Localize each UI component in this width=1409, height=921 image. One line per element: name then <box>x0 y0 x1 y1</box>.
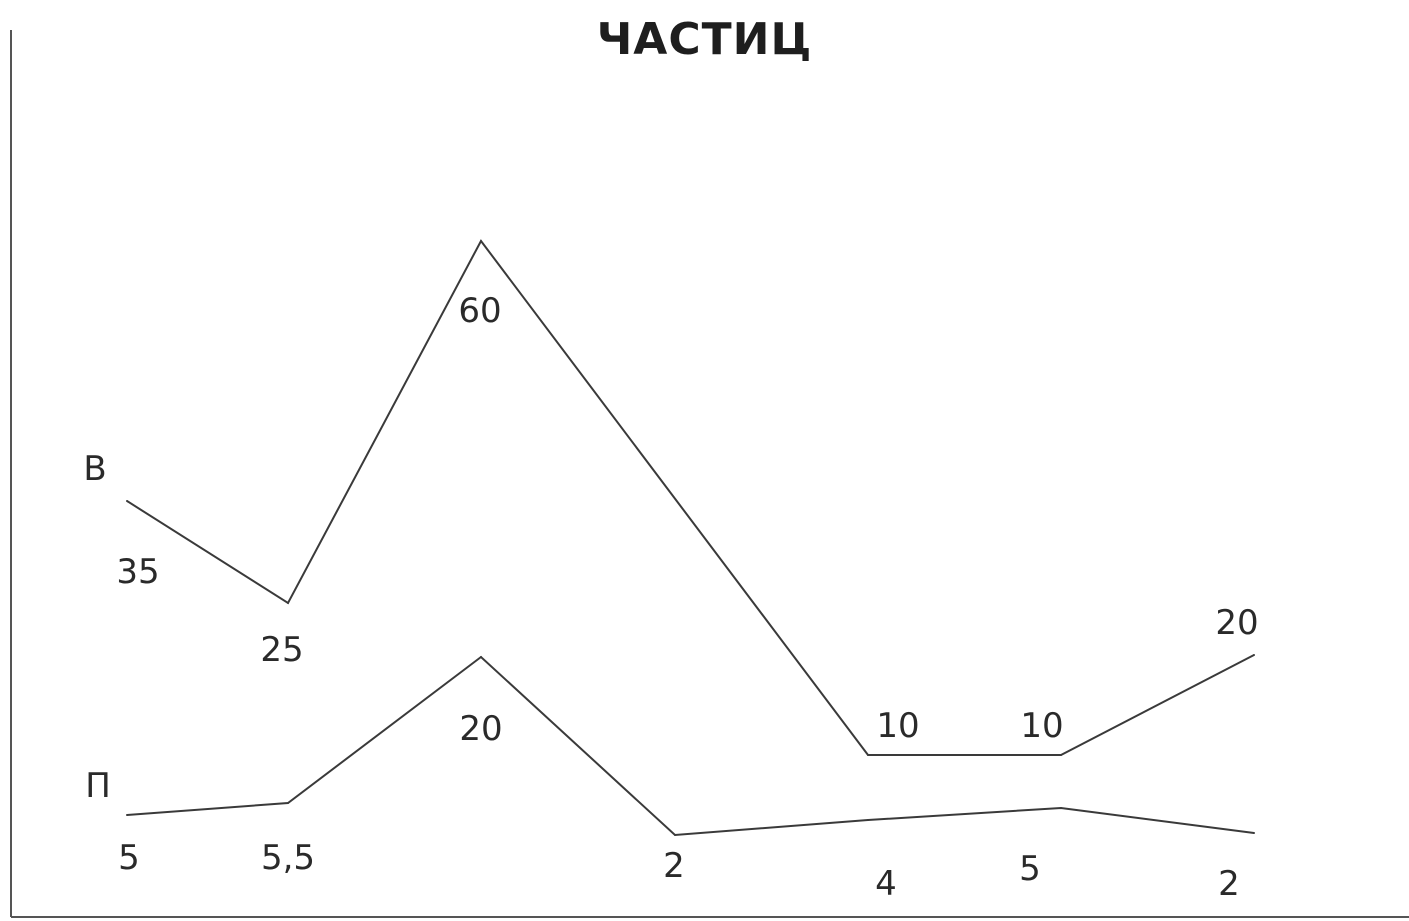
series-v-data-label: 35 <box>116 552 159 592</box>
series-p-point <box>126 814 128 816</box>
series-p-name-label: П <box>85 766 111 806</box>
series-p-data-label: 4 <box>875 864 897 904</box>
series-v-data-label: 20 <box>1215 603 1258 643</box>
series-v-point <box>287 602 289 604</box>
series-v-data-label: 10 <box>1020 706 1063 746</box>
series-p-point <box>674 834 676 836</box>
series-p-data-label: 5,5 <box>261 838 315 878</box>
series-v-line <box>126 239 1255 756</box>
series-v-data-label: 10 <box>876 706 919 746</box>
series-p-line <box>126 655 1255 837</box>
series-v-point <box>126 500 128 502</box>
series-p-point <box>480 656 482 658</box>
series-v-point <box>1253 654 1255 656</box>
series-p-data-label: 20 <box>459 709 502 749</box>
series-v-point <box>1060 754 1062 756</box>
series-v-point <box>867 754 869 756</box>
series-p-point <box>1253 832 1255 834</box>
chart-title: ЧАСТИЦ <box>596 14 813 65</box>
series-p-data-label: 5 <box>1019 849 1041 889</box>
series-p-point <box>1060 807 1062 809</box>
series-v-name-label: В <box>83 449 106 489</box>
series-v-point <box>480 240 482 242</box>
series-p-data-label: 2 <box>1218 864 1240 904</box>
series-p-data-label: 2 <box>663 846 685 886</box>
series-v-data-label: 60 <box>458 291 501 331</box>
series-p-point <box>287 802 289 804</box>
series-p-point <box>867 819 869 821</box>
series-v-data-label: 25 <box>260 630 303 670</box>
series-p-data-label: 5 <box>118 838 140 878</box>
